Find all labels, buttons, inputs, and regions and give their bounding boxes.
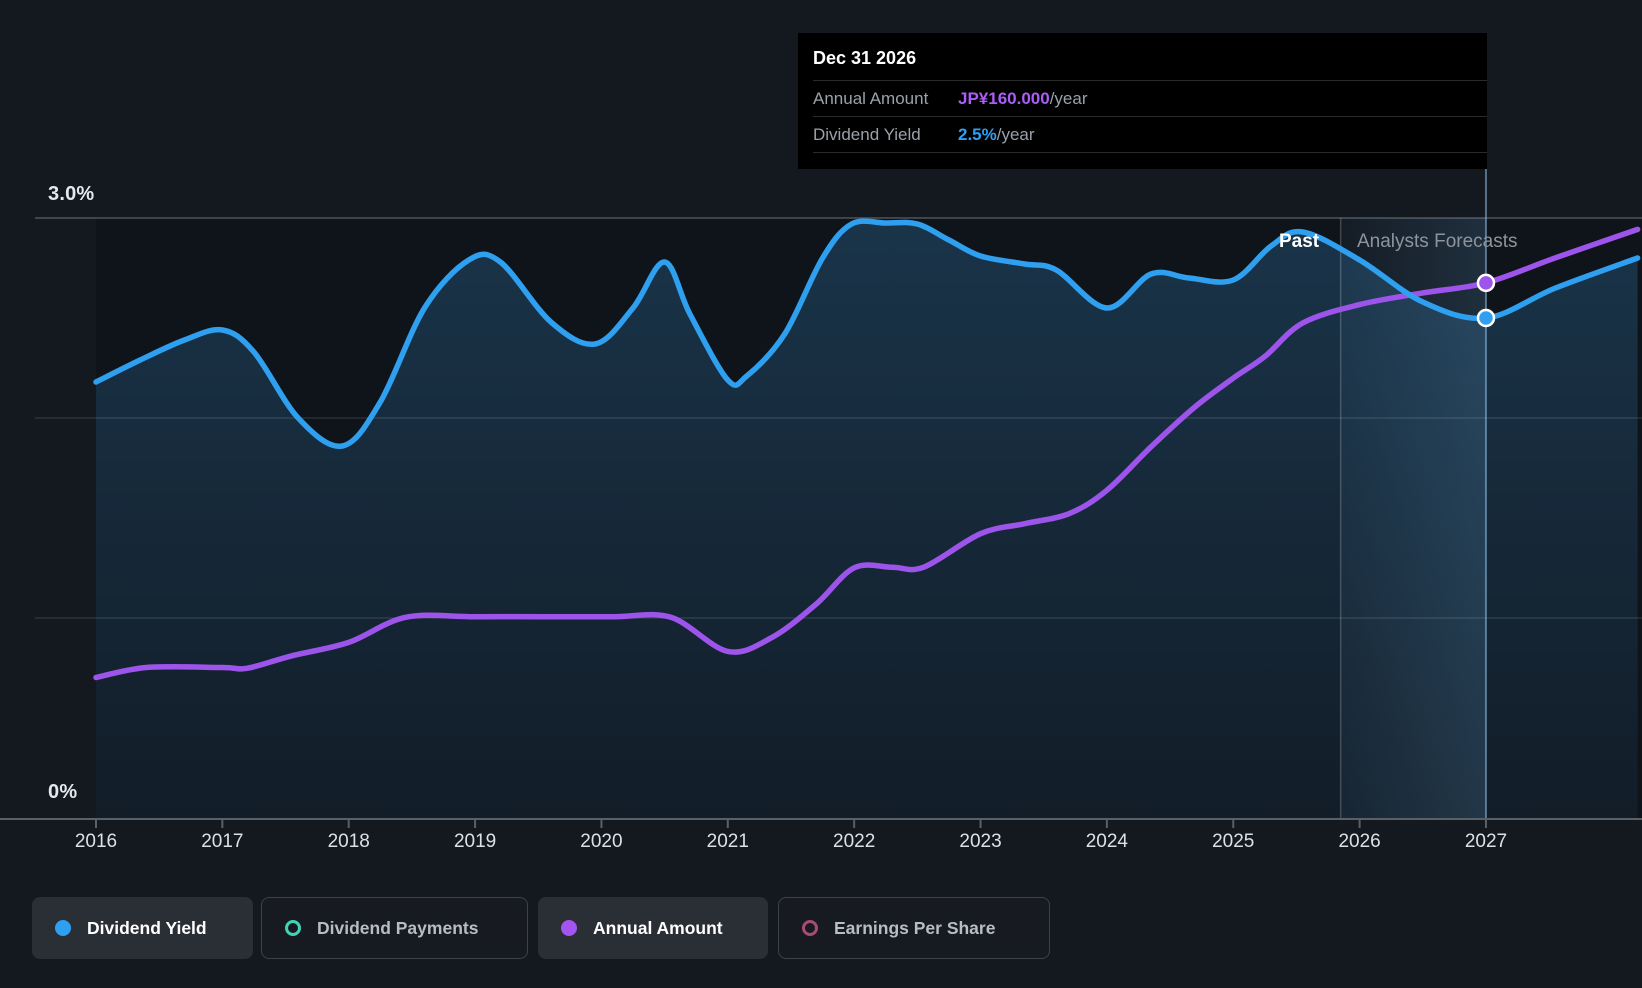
x-tick-label-2023: 2023 [959,831,1002,852]
tooltip-label: Annual Amount [813,88,929,108]
legend-label: Earnings Per Share [834,917,996,938]
x-tick-label-2024: 2024 [1085,831,1129,852]
forecast-highlight-band [1340,218,1486,818]
tooltip-suffix: /year [1049,88,1088,108]
legend-button-dividend-payments[interactable]: Dividend Payments [261,897,528,959]
tooltip-date: Dec 31 2026 [813,48,917,68]
tooltip-label: Dividend Yield [813,124,921,144]
legend-button-earnings-per-share[interactable]: Earnings Per Share [778,897,1050,959]
x-tick-label-2019: 2019 [453,831,497,852]
legend-button-dividend-yield[interactable]: Dividend Yield [32,897,253,959]
x-tick-label-2017: 2017 [201,831,244,852]
tooltip-suffix: /year [996,124,1035,144]
x-tick-label-2025: 2025 [1212,831,1255,852]
earnings-per-share-marker-icon [802,920,818,936]
analysts-forecasts-label: Analysts Forecasts [1357,231,1518,252]
tooltip-value: JP¥160.000 [958,88,1050,108]
annual-amount-line [93,226,1641,681]
x-tick-label-2020: 2020 [580,831,623,852]
x-tick-label-2026: 2026 [1338,831,1381,852]
legend-label: Annual Amount [593,917,723,938]
x-tick-label-2016: 2016 [74,831,118,852]
x-tick-label-2021: 2021 [706,831,749,852]
x-tick-label-2022: 2022 [833,831,876,852]
dividend-yield-area [96,221,1638,819]
legend: Dividend Yield Dividend Payments Annual Am… [0,897,1642,959]
legend-label: Dividend Yield [87,917,207,938]
y-axis-label-top: 3.0% [48,183,95,205]
annual-amount-marker-icon [561,920,577,936]
tooltip: Dec 31 2026 Annual Amount JP¥160.000 /ye… [798,33,1487,169]
marker-dot-annual-amount [1476,273,1496,293]
dividend-yield-line [93,218,1641,449]
past-label: Past [1279,231,1320,252]
tooltip-row-annual-amount: Annual Amount JP¥160.000 /year [813,80,1487,116]
y-axis-label-bottom: 0% [48,781,78,803]
x-tick-label-2027: 2027 [1464,831,1508,852]
tooltip-row-dividend-yield: Dividend Yield 2.5% /year [813,116,1487,152]
dividend-payments-marker-icon [285,920,301,936]
dividend-yield-marker-icon [55,920,71,936]
marker-dot-dividend-yield [1476,308,1496,328]
legend-label: Dividend Payments [317,917,479,938]
legend-button-annual-amount[interactable]: Annual Amount [538,897,768,959]
x-tick-label-2018: 2018 [327,831,370,852]
tooltip-value: 2.5% [958,124,997,144]
